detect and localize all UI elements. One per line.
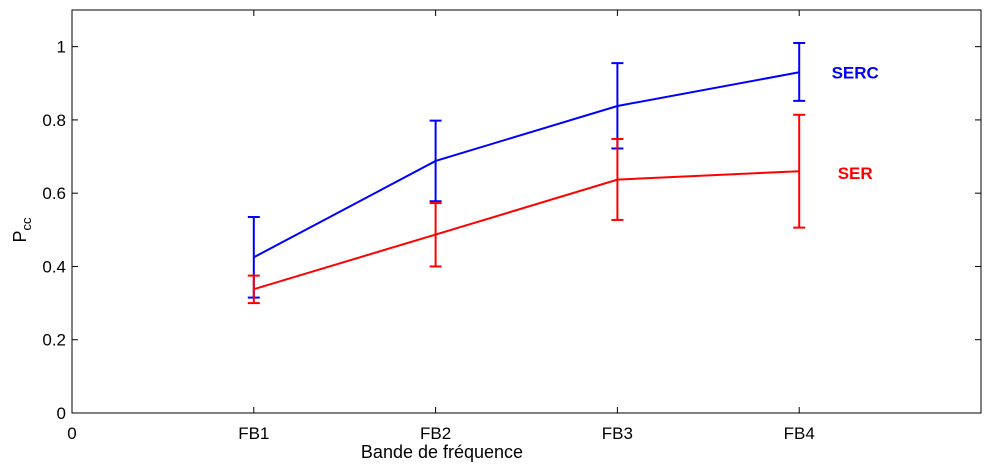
y-tick-label: 0.4: [42, 257, 66, 276]
y-axis-label: Pcc: [10, 217, 34, 243]
y-axis-label-subscript: cc: [19, 217, 34, 231]
x-tick-label: FB2: [420, 424, 451, 443]
x-tick-label: 0: [67, 424, 76, 443]
y-tick-label: 0: [57, 404, 66, 423]
y-tick-label: 0.8: [42, 111, 66, 130]
x-tick-label: FB4: [784, 424, 815, 443]
x-tick-label: FB3: [602, 424, 633, 443]
series-label-ser: SER: [838, 164, 873, 183]
plot-area: 0 0.2 0.4 0.6 0.8 1 0 FB1 FB2 FB3 FB4 SERC SER: [42, 9, 982, 443]
plot-frame: [71, 9, 982, 414]
y-tick-label: 0.2: [42, 331, 66, 350]
series-line-serc: [253, 71, 800, 259]
series-line-ser: [253, 170, 800, 291]
x-axis-label: Bande de fréquence: [361, 442, 523, 462]
x-tick-label: FB1: [238, 424, 269, 443]
y-tick-label: 1: [57, 38, 66, 57]
y-axis-label-main: P: [10, 230, 30, 242]
series-label-serc: SERC: [832, 63, 879, 82]
y-tick-label: 0.6: [42, 184, 66, 203]
